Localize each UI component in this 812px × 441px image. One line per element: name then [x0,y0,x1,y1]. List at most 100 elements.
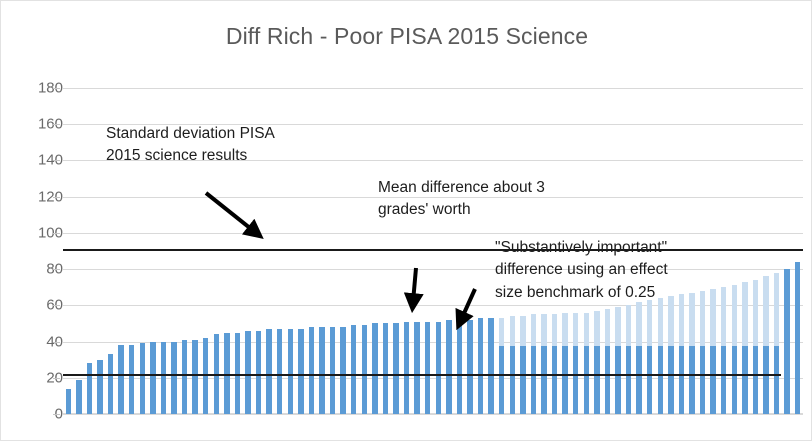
bar-solid-segment-upper [668,346,674,357]
bar-solid-segment [678,356,685,414]
bar [266,328,272,414]
bar [372,323,378,414]
bar-solid-segment [583,356,590,414]
y-axis-tick-label: 100 [37,224,63,242]
bar [710,289,717,414]
bar-solid-segment [742,356,748,414]
plot-area [63,88,803,415]
bar-solid-segment [615,356,621,414]
bar-solid-segment-upper [657,346,664,357]
arrow-to-effect-size-line [455,288,477,331]
y-axis-tick-label: 120 [37,188,63,206]
bar [393,323,399,414]
bar [245,330,251,414]
bar [720,287,727,414]
bar [192,339,198,414]
bar [329,327,336,414]
bar [541,314,548,414]
bar [350,325,357,414]
bar [65,388,72,414]
bar [477,318,484,414]
effect-size-benchmark-line [63,374,781,377]
bar [498,318,505,414]
bar-solid-segment [530,356,537,414]
bar [139,343,146,414]
bar-solid-segment-upper [710,346,716,357]
bar-solid-segment [509,356,516,414]
bar-solid-segment-upper [678,346,685,357]
gridline [63,196,803,198]
mean-difference-annotation: Mean difference about 3 grades' worth [378,179,545,219]
bar-solid-segment-upper [636,346,642,357]
bar [699,290,706,415]
bar-solid-segment [699,356,706,414]
bar [255,330,262,414]
bar [583,312,590,415]
bar [287,328,294,414]
bar-solid-segment [657,356,664,414]
y-axis-tick-mark [53,377,60,379]
bar [615,307,622,414]
bar [530,314,537,414]
bar [594,310,601,415]
gridline [63,341,803,343]
bar-solid-segment [668,356,674,414]
bar [107,354,114,414]
gridline [63,88,803,89]
bar [150,341,156,414]
bar [731,285,738,414]
bar [382,323,389,414]
y-axis-tick-mark [53,124,60,126]
standard-deviation-annotation: Standard deviation PISA 2015 science res… [106,125,275,165]
bar [646,299,653,415]
bar [551,314,558,414]
bar [414,321,420,414]
arrow-to-mean-difference [403,267,424,314]
bar-solid-segment-upper [742,346,748,357]
bar [128,345,135,414]
bar [234,332,241,414]
bar-solid-segment [572,356,579,414]
bar [308,327,315,414]
bar [181,339,188,414]
bar [742,281,749,415]
y-axis-tick-label: 160 [37,115,63,133]
y-axis-tick-label: 140 [37,151,63,169]
bar [467,319,473,414]
bar-solid-segment [689,356,695,414]
bar-solid-segment-upper [520,346,526,357]
bar-solid-segment [520,356,526,414]
bar-solid-segment-upper [720,346,727,357]
y-axis-tick-mark [53,269,60,271]
arrow-to-sd-line [204,191,264,239]
gridline [63,232,803,234]
bar-solid-segment [773,356,780,414]
bar-solid-segment [551,356,558,414]
standard-deviation-line [63,249,803,252]
bar-solid-segment-upper [763,346,769,357]
bar-solid-segment [636,356,642,414]
bar [562,312,569,415]
bar [424,321,431,414]
y-axis-tick-mark [53,232,60,234]
bar [319,327,325,414]
gridline [63,377,803,379]
bar [794,261,801,414]
bar [752,279,759,415]
bar [403,321,410,414]
y-axis-tick-mark [53,160,60,162]
bar-solid-segment [720,356,727,414]
bar-solid-segment [594,356,600,414]
y-axis-tick-mark [53,341,60,343]
bar-series [63,88,803,415]
bar [488,318,494,414]
y-axis-tick-mark [53,414,60,415]
bar [340,327,346,414]
gridline [63,269,803,271]
bar-solid-segment-upper [583,346,590,357]
bar [520,316,527,414]
axis-baseline [63,413,803,415]
bar-solid-segment [625,356,632,414]
y-axis: 0 20 40 60 80 100 120 140 160 180 [1,80,63,423]
